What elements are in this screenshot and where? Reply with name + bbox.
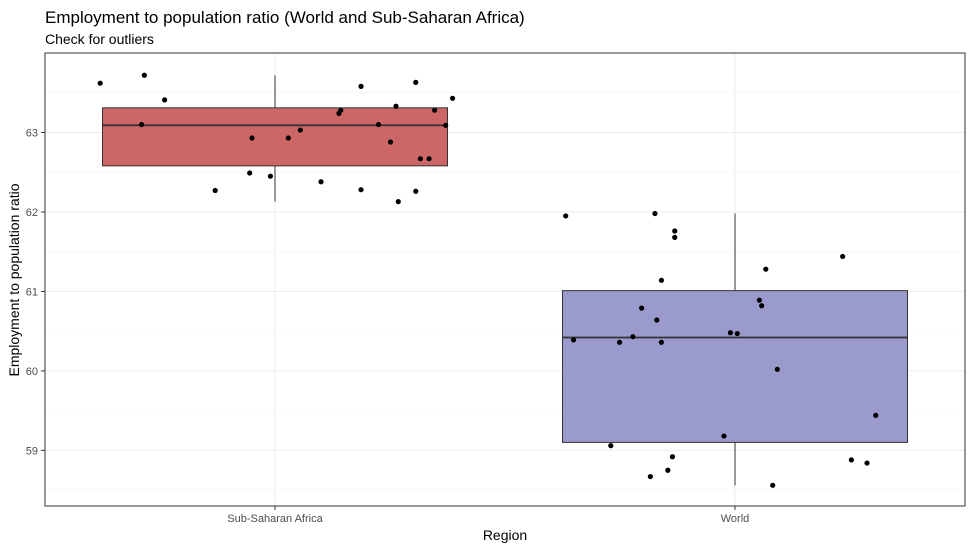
- data-point: [672, 228, 678, 234]
- y-tick-label: 60: [26, 366, 38, 378]
- y-tick-label: 62: [26, 207, 38, 219]
- data-point: [734, 330, 740, 337]
- data-point: [672, 234, 678, 240]
- data-point: [727, 330, 734, 336]
- data-point: [97, 80, 103, 86]
- x-axis-title: Region: [483, 527, 527, 543]
- x-tick-label: World: [721, 513, 750, 525]
- data-point: [652, 210, 658, 217]
- data-point: [563, 213, 569, 219]
- data-point: [285, 135, 291, 141]
- box-sub-saharan-africa: [102, 75, 448, 202]
- data-point: [417, 156, 423, 162]
- data-point: [840, 253, 846, 260]
- data-point: [721, 433, 727, 439]
- data-point: [358, 187, 364, 193]
- data-point: [387, 139, 394, 145]
- data-point: [756, 297, 762, 303]
- box-world: [562, 213, 908, 486]
- data-point: [413, 188, 419, 194]
- data-point: [267, 173, 273, 179]
- box-layer: [102, 75, 908, 486]
- data-point: [318, 179, 324, 185]
- data-point: [375, 121, 382, 128]
- data-point: [616, 339, 623, 345]
- panel-border: [44, 52, 966, 507]
- data-point: [358, 83, 364, 89]
- data-point: [570, 337, 577, 343]
- data-point: [432, 107, 438, 113]
- chart-title: Employment to population ratio (World an…: [45, 8, 525, 27]
- data-point: [665, 467, 671, 473]
- data-point: [848, 457, 854, 463]
- data-point: [639, 305, 645, 311]
- y-axis-title: Employment to population ratio: [6, 183, 22, 376]
- data-point: [139, 121, 145, 128]
- data-point: [449, 95, 456, 101]
- data-point: [873, 412, 879, 418]
- data-point: [247, 170, 253, 176]
- y-tick-label: 61: [26, 286, 38, 298]
- data-point: [759, 303, 765, 309]
- data-point: [647, 473, 653, 480]
- x-tick-label: Sub-Saharan Africa: [227, 513, 323, 525]
- y-axis: 59 60 61 62 63: [26, 127, 45, 457]
- data-point: [608, 443, 614, 449]
- data-point: [864, 460, 870, 466]
- data-point: [774, 366, 780, 372]
- data-point: [630, 334, 636, 340]
- data-point: [763, 266, 769, 272]
- data-point: [249, 135, 255, 141]
- data-point: [669, 454, 676, 460]
- data-point: [297, 127, 303, 133]
- data-point: [212, 187, 218, 194]
- data-point: [393, 103, 399, 109]
- box-iqr: [102, 107, 448, 167]
- y-tick-label: 63: [26, 127, 38, 139]
- chart-subtitle: Check for outliers: [45, 31, 154, 47]
- data-point: [654, 317, 660, 323]
- data-point: [426, 156, 432, 162]
- data-point: [338, 107, 344, 113]
- data-point: [658, 339, 665, 345]
- data-point: [395, 199, 401, 205]
- point-layer: [97, 72, 879, 488]
- x-axis: Sub-Saharan Africa World: [227, 506, 749, 525]
- y-tick-label: 59: [26, 445, 38, 457]
- data-point: [162, 97, 168, 103]
- box-iqr: [562, 290, 908, 443]
- data-point: [413, 79, 419, 86]
- data-point: [658, 277, 665, 283]
- data-point: [443, 122, 449, 128]
- data-point: [141, 72, 147, 78]
- data-point: [770, 482, 776, 488]
